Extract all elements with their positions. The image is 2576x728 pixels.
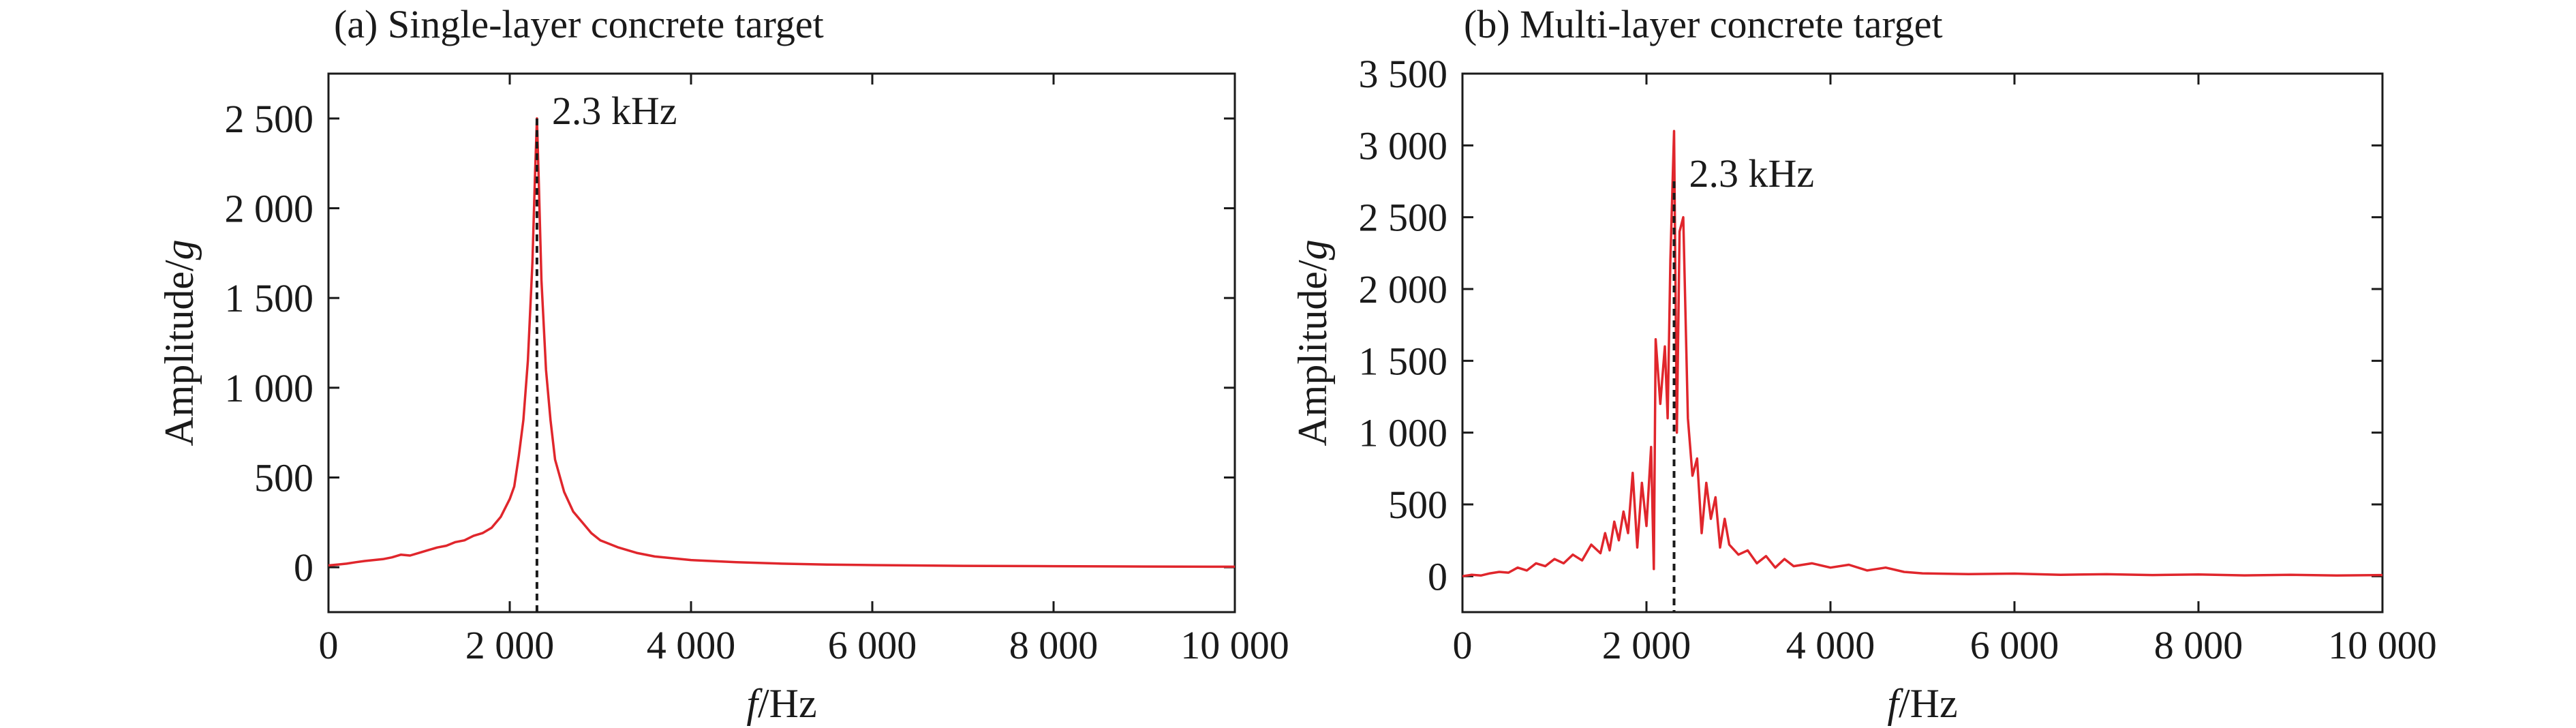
x-axis-label: f/Hz: [1887, 681, 1957, 726]
plot-frame: [1461, 72, 2384, 613]
chart-panel-a: (a) Single-layer concrete target 0 2 000 4…: [157, 2, 1289, 726]
series-line: [1462, 130, 2383, 578]
x-tick-label: 4 000: [1786, 623, 1875, 667]
y-tick-label: 2 500: [225, 97, 314, 141]
y-tick-label: 0: [1428, 554, 1447, 598]
x-axis-label: f/Hz: [746, 681, 816, 726]
y-tick-label: 1 000: [1359, 411, 1448, 455]
x-tick-label: 10 000: [2328, 623, 2437, 667]
y-tick-label: 1 500: [1359, 339, 1448, 383]
tick-group: 0 2 000 4 000 6 000 8 000 10 000 0 500 1 000 1 50…: [225, 74, 1289, 667]
y-tick-label: 2 000: [225, 187, 314, 231]
x-tick-label: 2 000: [465, 623, 555, 667]
y-tick-label: 0: [294, 545, 313, 590]
y-tick-label: 3 500: [1359, 52, 1448, 96]
y-tick-label: 500: [254, 456, 313, 500]
x-tick-label: 6 000: [1970, 623, 2059, 667]
y-tick-label: 1 000: [225, 366, 314, 410]
tick-group: 0 2 000 4 000 6 000 8 000 10 000 0 500 1 000 1 50…: [1359, 52, 2437, 667]
series-group: 2.3 kHz: [1462, 130, 2383, 612]
x-tick-label: 4 000: [647, 623, 736, 667]
chart-title: (b) Multi-layer concrete target: [1464, 2, 1943, 46]
chart-title: (a) Single-layer concrete target: [334, 2, 824, 46]
y-tick-label: 500: [1388, 483, 1447, 527]
plot-frame: [327, 72, 1236, 613]
chart-panel-b: (b) Multi-layer concrete target 0 2 000 4 …: [1290, 2, 2437, 726]
x-tick-label: 8 000: [1009, 623, 1099, 667]
y-tick-label: 3 000: [1359, 123, 1448, 168]
x-tick-label: 2 000: [1602, 623, 1691, 667]
x-tick-label: 0: [319, 623, 339, 667]
y-tick-label: 1 500: [225, 276, 314, 320]
x-tick-label: 8 000: [2154, 623, 2243, 667]
series-group: 2.3 kHz: [328, 89, 1236, 612]
peak-annotation: 2.3 kHz: [552, 89, 677, 133]
x-tick-label: 10 000: [1180, 623, 1289, 667]
x-tick-label: 0: [1453, 623, 1473, 667]
series-line: [328, 117, 1236, 568]
peak-annotation: 2.3 kHz: [1689, 151, 1815, 196]
y-axis-label: Amplitude/g: [157, 239, 202, 446]
y-tick-label: 2 000: [1359, 267, 1448, 312]
x-tick-label: 6 000: [828, 623, 917, 667]
y-axis-label: Amplitude/g: [1290, 239, 1335, 446]
y-tick-label: 2 500: [1359, 196, 1448, 240]
